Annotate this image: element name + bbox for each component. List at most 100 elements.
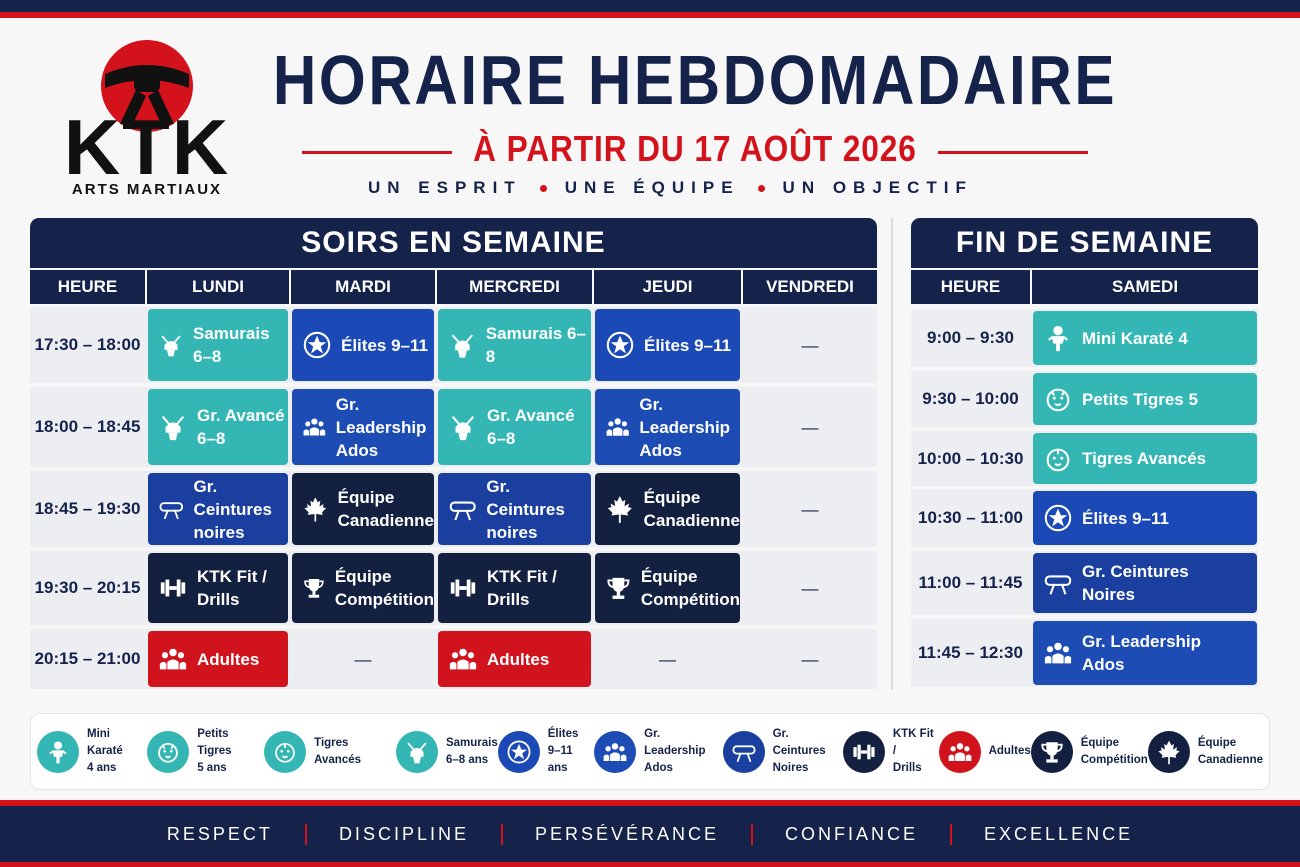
icon <box>159 648 187 670</box>
time: 10:30 – 11:00 <box>918 508 1023 527</box>
legend-label: Tigres Avancés <box>314 736 362 766</box>
class-cell: Gr. Leadership Ados <box>595 389 740 465</box>
class-label: Samurais 6–8 <box>193 324 270 366</box>
class-cell: Équipe Canadienne <box>595 473 740 545</box>
subtitle: À PARTIR DU 17 AOÛT 2026 <box>473 128 917 169</box>
class-label: Gr. Leadership Ados <box>1082 632 1202 674</box>
legend-item: Petits Tigres 5 ans <box>147 726 264 777</box>
empty-cell: — <box>744 473 876 545</box>
class-label: Gr. Ceintures noires <box>193 476 272 542</box>
class-label: — <box>801 499 819 519</box>
legend-label: KTK Fit / Drills <box>892 728 934 774</box>
class-cell: Élites 9–11 <box>595 309 740 381</box>
icon <box>1041 741 1063 763</box>
section-title: SOIRS EN SEMAINE <box>30 218 877 268</box>
icon <box>507 740 531 763</box>
icon <box>1044 642 1072 664</box>
class-label: Gr. Avancé 6–8 <box>197 406 285 448</box>
icon <box>1046 448 1070 471</box>
legend-icon <box>594 730 637 773</box>
time: 20:15 – 21:00 <box>34 649 141 668</box>
class-label: Mini Karaté 4 <box>1082 328 1188 348</box>
empty-cell: — <box>744 389 876 465</box>
legend-icon <box>147 730 190 773</box>
footer-value: PERSÉVÉRANCE <box>500 823 751 845</box>
icon <box>606 418 629 436</box>
class-cell: Élites 9–11 <box>1033 491 1257 545</box>
column-header: JEUDI <box>594 270 741 304</box>
class-label: Équipe Canadienne <box>643 488 740 530</box>
legend-icon <box>1147 730 1190 773</box>
column-header: HEURE <box>30 270 145 304</box>
icon <box>160 579 186 597</box>
time: 19:30 – 20:15 <box>34 578 141 597</box>
class-label: — <box>801 417 819 437</box>
top-band <box>0 0 1300 12</box>
column-header: MERCREDI <box>437 270 592 304</box>
class-cell: Équipe Compétition <box>595 553 740 623</box>
class-label: — <box>354 649 372 669</box>
icon <box>159 502 183 520</box>
legend-icon <box>722 730 765 773</box>
class-label: Élites 9–11 <box>1082 508 1169 528</box>
class-cell: Gr. Avancé 6–8 <box>438 389 591 465</box>
empty-cell: — <box>595 631 740 687</box>
time: 11:45 – 12:30 <box>918 643 1023 662</box>
empty-cell: — <box>744 553 876 623</box>
time: 18:00 – 18:45 <box>34 417 141 436</box>
icon <box>607 496 632 523</box>
icon <box>451 416 475 441</box>
class-cell: Adultes <box>148 631 288 687</box>
icon <box>275 742 295 763</box>
logo-name: KTK <box>64 103 230 191</box>
icon <box>158 742 179 763</box>
legend-item: Équipe Canadienne <box>1147 730 1263 773</box>
class-label: Petits Tigres 5 <box>1082 389 1198 409</box>
class-label: Adultes <box>197 649 260 669</box>
class-label: — <box>659 649 676 669</box>
logo: KTK ARTS MARTIAUX <box>64 40 230 198</box>
legend-icon <box>37 730 79 773</box>
icon <box>607 577 630 599</box>
footer-value: RESPECT <box>166 823 273 844</box>
legend-item: KTK Fit / Drills <box>842 726 939 777</box>
class-label: — <box>801 335 819 355</box>
class-cell: Élites 9–11 <box>292 309 434 381</box>
class-label: KTK Fit / Drills <box>197 567 267 609</box>
subtitle-rule <box>302 151 452 154</box>
class-label: Gr. Ceintures noires <box>486 476 565 542</box>
legend-label: Élites 9–11 ans <box>547 728 579 774</box>
icon <box>732 744 756 762</box>
class-label: — <box>801 649 819 669</box>
class-label: — <box>801 578 819 598</box>
icon <box>1044 575 1072 595</box>
class-cell: Gr. Avancé 6–8 <box>148 389 288 465</box>
icon <box>303 418 326 436</box>
time: 9:00 – 9:30 <box>927 328 1014 347</box>
motto-word: UN OBJECTIF <box>782 178 973 197</box>
time: 18:45 – 19:30 <box>34 499 141 518</box>
section-title: FIN DE SEMAINE <box>911 218 1258 268</box>
legend-item: Équipe Compétition <box>1030 730 1148 773</box>
icon <box>449 501 476 521</box>
empty-cell: — <box>744 309 876 381</box>
class-label: Équipe Canadienne <box>337 488 434 530</box>
footer-value: EXCELLENCE <box>950 823 1165 845</box>
legend-item: Gr. Ceintures Noires <box>722 726 843 777</box>
class-label: Adultes <box>487 649 550 669</box>
class-cell: Tigres Avancés <box>1033 433 1257 484</box>
top-stripe <box>0 12 1300 18</box>
icon <box>161 416 185 441</box>
motto-dot <box>539 184 547 192</box>
bottom-stripe <box>0 862 1300 867</box>
icon <box>1048 325 1068 352</box>
class-label: Gr. Leadership Ados <box>639 394 731 460</box>
icon <box>948 742 971 761</box>
motto: UN ESPRIT UNE ÉQUIPE UN OBJECTIF <box>368 178 973 198</box>
icon <box>161 335 181 357</box>
icon <box>1158 740 1180 764</box>
time: 9:30 – 10:00 <box>922 389 1019 408</box>
footer-value: DISCIPLINE <box>304 823 501 845</box>
empty-cell: — <box>292 631 434 687</box>
